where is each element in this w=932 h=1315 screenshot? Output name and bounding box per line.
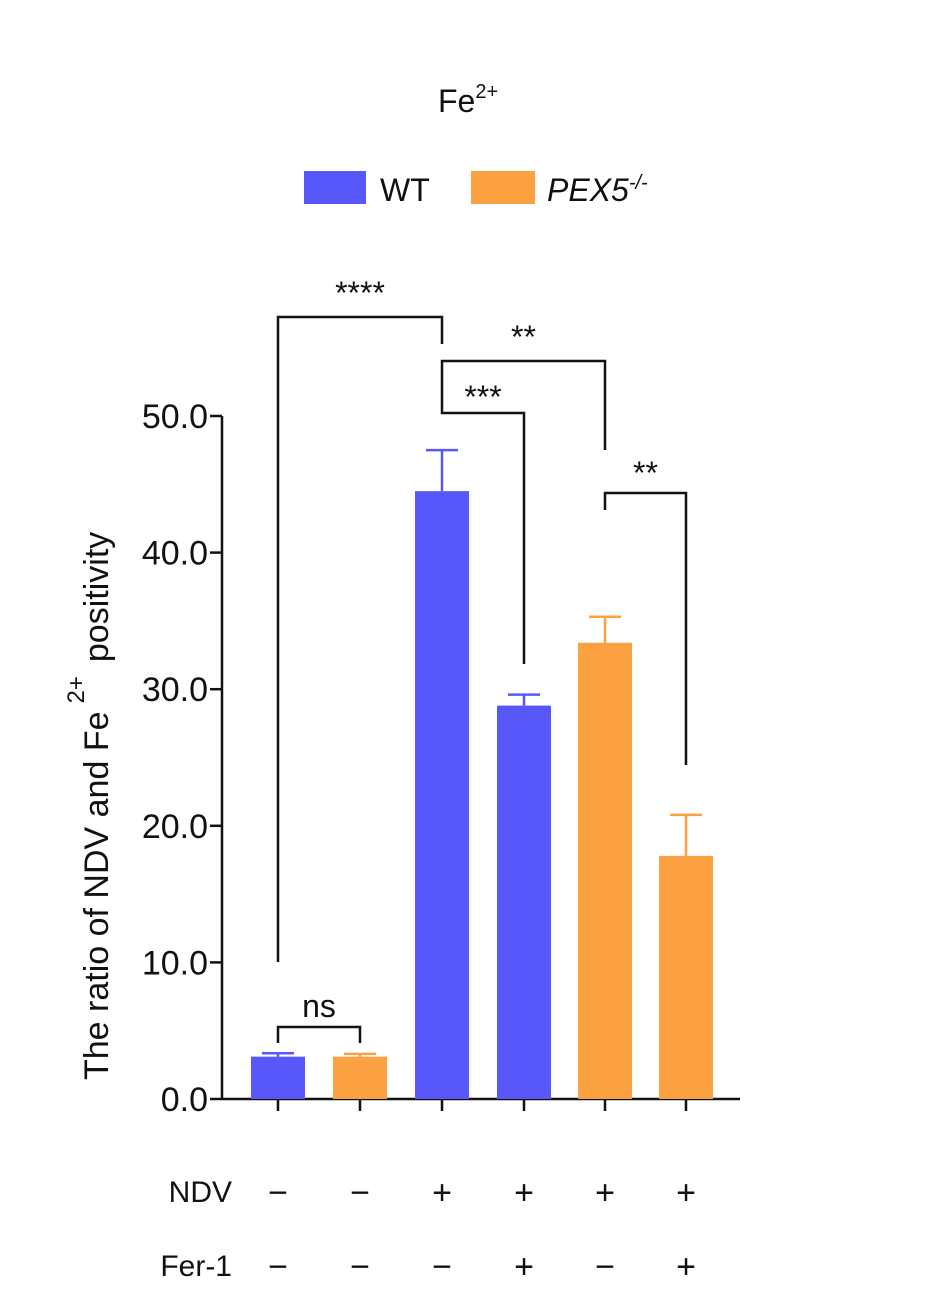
condition-value: + [676,1174,696,1212]
legend-label-pex5-superscript: -/- [629,172,648,194]
condition-value: + [514,1248,534,1286]
significance-label: ** [511,319,536,355]
y-axis-label-main: The ratio of NDV and Fe [78,711,116,1080]
legend-label-pex5-main: PEX5 [547,172,629,208]
significance-bracket [440,378,526,664]
chart-title-superscript: 2+ [475,81,498,103]
y-tick-label: 50.0 [142,398,208,436]
bar [497,705,551,1099]
significance-label: ** [633,455,658,491]
condition-value: − [350,1174,370,1212]
condition-value: − [268,1174,288,1212]
legend-swatch-pex5 [471,171,535,204]
y-tick-label: 0.0 [161,1081,208,1119]
bar [578,642,632,1099]
y-tick-label: 10.0 [142,944,208,982]
legend-swatch-wt [304,171,366,204]
condition-value: + [514,1174,534,1212]
significance-bracket [440,359,607,450]
significance-bracket [276,315,444,962]
condition-value: + [595,1174,615,1212]
condition-value: − [350,1248,370,1286]
y-tick-label: 20.0 [142,808,208,846]
significance-brackets: ***********ns [276,275,688,1043]
condition-table: NDV − − + + + + Fer-1 − − − + − + [160,1174,696,1286]
y-tick-label: 30.0 [142,671,208,709]
condition-value: − [268,1248,288,1286]
significance-bracket [603,491,688,765]
significance-label: *** [464,379,501,415]
y-tick-label: 40.0 [142,535,208,573]
significance-label: ns [302,988,336,1024]
condition-row-label: NDV [169,1176,232,1209]
condition-value: + [676,1248,696,1286]
significance-label: **** [335,275,385,311]
legend-label-wt: WT [380,172,430,208]
error-bars [262,448,702,1057]
legend: WT PEX5-/- [304,171,648,208]
bar [659,855,713,1099]
legend-label-pex5: PEX5-/- [547,172,648,208]
significance-bracket [276,1025,362,1043]
bar [415,491,469,1099]
condition-value: − [595,1248,615,1286]
chart-title: Fe2+ [438,81,498,119]
bar [333,1056,387,1099]
bar [251,1056,305,1099]
bars [251,491,713,1099]
chart-title-main: Fe [438,83,475,119]
y-axis-label-superscript: 2+ [63,676,90,703]
axes: 0.0 10.0 20.0 30.0 40.0 50.0 [142,398,740,1119]
y-axis-label: The ratio of NDV and Fe 2+ positivity [63,532,116,1080]
condition-row-label: Fer-1 [160,1250,232,1283]
y-axis-label-tail: positivity [78,532,116,662]
condition-value: − [432,1248,452,1286]
condition-value: + [432,1174,452,1212]
